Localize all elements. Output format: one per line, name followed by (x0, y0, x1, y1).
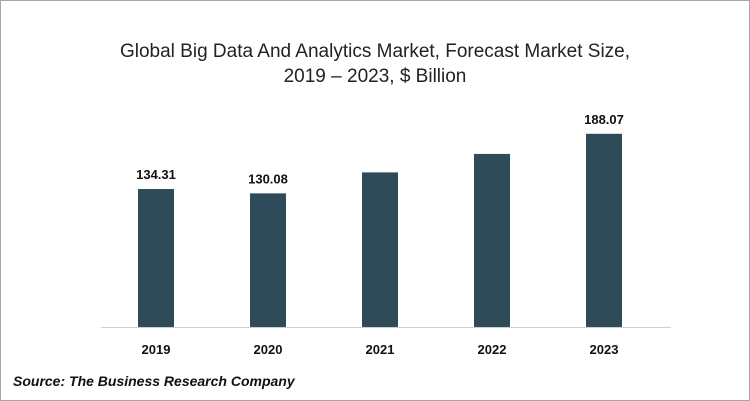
bar-2020 (250, 193, 286, 327)
bar-2022 (474, 153, 510, 327)
x-tick-label-2022: 2022 (478, 342, 507, 357)
chart-title-line-2: 2019 – 2023, $ Billion (283, 66, 467, 87)
data-label-2023: 188.07 (584, 112, 624, 127)
bar-2021 (362, 172, 398, 327)
x-tick-label-2021: 2021 (366, 342, 395, 357)
data-label-2019: 134.31 (136, 167, 176, 182)
chart-title: Global Big Data And Analytics Market, Fo… (1, 39, 749, 89)
chart-title-line-1: Global Big Data And Analytics Market, Fo… (119, 41, 631, 62)
bar-2023 (586, 133, 622, 327)
x-tick-label-2023: 2023 (590, 342, 619, 357)
x-tick-label-2019: 2019 (142, 342, 171, 357)
x-tick-label-2020: 2020 (254, 342, 283, 357)
source-note: Source: The Business Research Company (13, 373, 295, 389)
data-label-2020: 130.08 (248, 171, 288, 186)
bar-2019 (138, 189, 174, 327)
